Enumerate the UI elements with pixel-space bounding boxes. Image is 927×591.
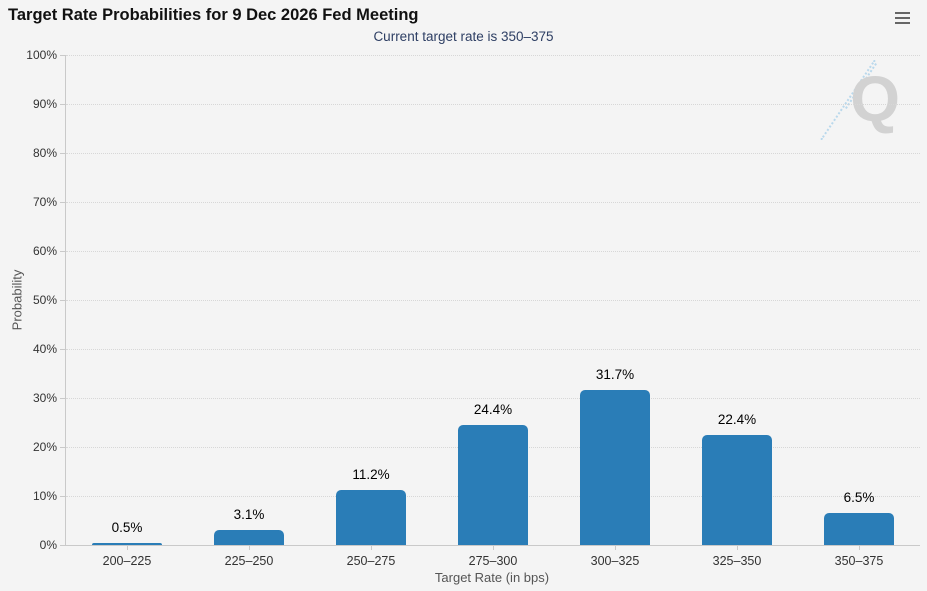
gridline bbox=[66, 300, 920, 301]
y-axis-tick bbox=[60, 202, 66, 203]
chart-context-menu-button[interactable] bbox=[893, 8, 917, 28]
gridline bbox=[66, 104, 920, 105]
x-axis-category-label: 300–325 bbox=[590, 554, 640, 568]
y-axis-tick bbox=[60, 545, 66, 546]
y-axis-tick-label: 40% bbox=[32, 342, 57, 356]
probability-bar[interactable] bbox=[336, 490, 406, 545]
y-axis-tick-label: 50% bbox=[32, 293, 57, 307]
x-axis-category-label: 350–375 bbox=[834, 554, 884, 568]
x-axis-tick bbox=[127, 545, 128, 550]
gridline bbox=[66, 202, 920, 203]
chart-title: Target Rate Probabilities for 9 Dec 2026… bbox=[8, 6, 419, 24]
watermark-q-logo: Q bbox=[850, 63, 900, 135]
bar-value-label: 6.5% bbox=[843, 490, 875, 505]
y-axis-tick-label: 70% bbox=[32, 195, 57, 209]
bar-value-label: 3.1% bbox=[233, 507, 265, 522]
bar-value-label: 22.4% bbox=[717, 412, 757, 427]
x-axis-tick bbox=[615, 545, 616, 550]
x-axis-category-label: 275–300 bbox=[468, 554, 518, 568]
x-axis-category-label: 325–350 bbox=[712, 554, 762, 568]
watermark-streak bbox=[820, 59, 876, 141]
bar-value-label: 0.5% bbox=[111, 520, 143, 535]
probability-bar[interactable] bbox=[92, 543, 162, 545]
y-axis-tick-label: 20% bbox=[32, 440, 57, 454]
y-axis-tick bbox=[60, 398, 66, 399]
gridline bbox=[66, 153, 920, 154]
y-axis-tick-label: 100% bbox=[26, 48, 57, 62]
hamburger-icon bbox=[895, 21, 910, 25]
gridline bbox=[66, 55, 920, 56]
y-axis-tick-label: 0% bbox=[39, 538, 57, 552]
probability-bar[interactable] bbox=[702, 435, 772, 545]
hamburger-icon bbox=[895, 16, 910, 20]
y-axis-tick bbox=[60, 55, 66, 56]
y-axis-tick-label: 30% bbox=[32, 391, 57, 405]
y-axis-tick-label: 10% bbox=[32, 489, 57, 503]
gridline bbox=[66, 251, 920, 252]
x-axis-tick bbox=[737, 545, 738, 550]
gridline bbox=[66, 398, 920, 399]
x-axis-tick bbox=[249, 545, 250, 550]
x-axis-category-label: 200–225 bbox=[102, 554, 152, 568]
x-axis-category-label: 225–250 bbox=[224, 554, 274, 568]
probability-bar[interactable] bbox=[824, 513, 894, 545]
y-axis-tick bbox=[60, 251, 66, 252]
y-axis-tick bbox=[60, 153, 66, 154]
y-axis-tick bbox=[60, 496, 66, 497]
watermark-streak bbox=[845, 63, 877, 109]
hamburger-icon bbox=[895, 11, 910, 15]
probability-bar[interactable] bbox=[580, 390, 650, 545]
x-axis-tick bbox=[493, 545, 494, 550]
probability-bar[interactable] bbox=[214, 530, 284, 545]
gridline bbox=[66, 349, 920, 350]
x-axis-tick bbox=[859, 545, 860, 550]
watermark: Q bbox=[804, 59, 914, 159]
x-axis-title: Target Rate (in bps) bbox=[434, 570, 550, 585]
y-axis-tick-label: 80% bbox=[32, 146, 57, 160]
y-axis-tick bbox=[60, 300, 66, 301]
bar-value-label: 31.7% bbox=[595, 367, 635, 382]
probability-bar[interactable] bbox=[458, 425, 528, 545]
bar-value-label: 24.4% bbox=[473, 402, 513, 417]
chart-subtitle: Current target rate is 350–375 bbox=[373, 29, 554, 44]
y-axis-tick-label: 60% bbox=[32, 244, 57, 258]
x-axis-tick bbox=[371, 545, 372, 550]
y-axis-tick-label: 90% bbox=[32, 97, 57, 111]
bar-value-label: 11.2% bbox=[352, 467, 390, 482]
plot-area: Q 0% 10% 20% 30% 40% 50% 60% 70% 80% 90% 100% 0.5% 2… bbox=[26, 48, 920, 568]
y-axis-tick bbox=[60, 349, 66, 350]
y-axis-tick bbox=[60, 447, 66, 448]
x-axis-category-label: 250–275 bbox=[346, 554, 396, 568]
y-axis-tick bbox=[60, 104, 66, 105]
